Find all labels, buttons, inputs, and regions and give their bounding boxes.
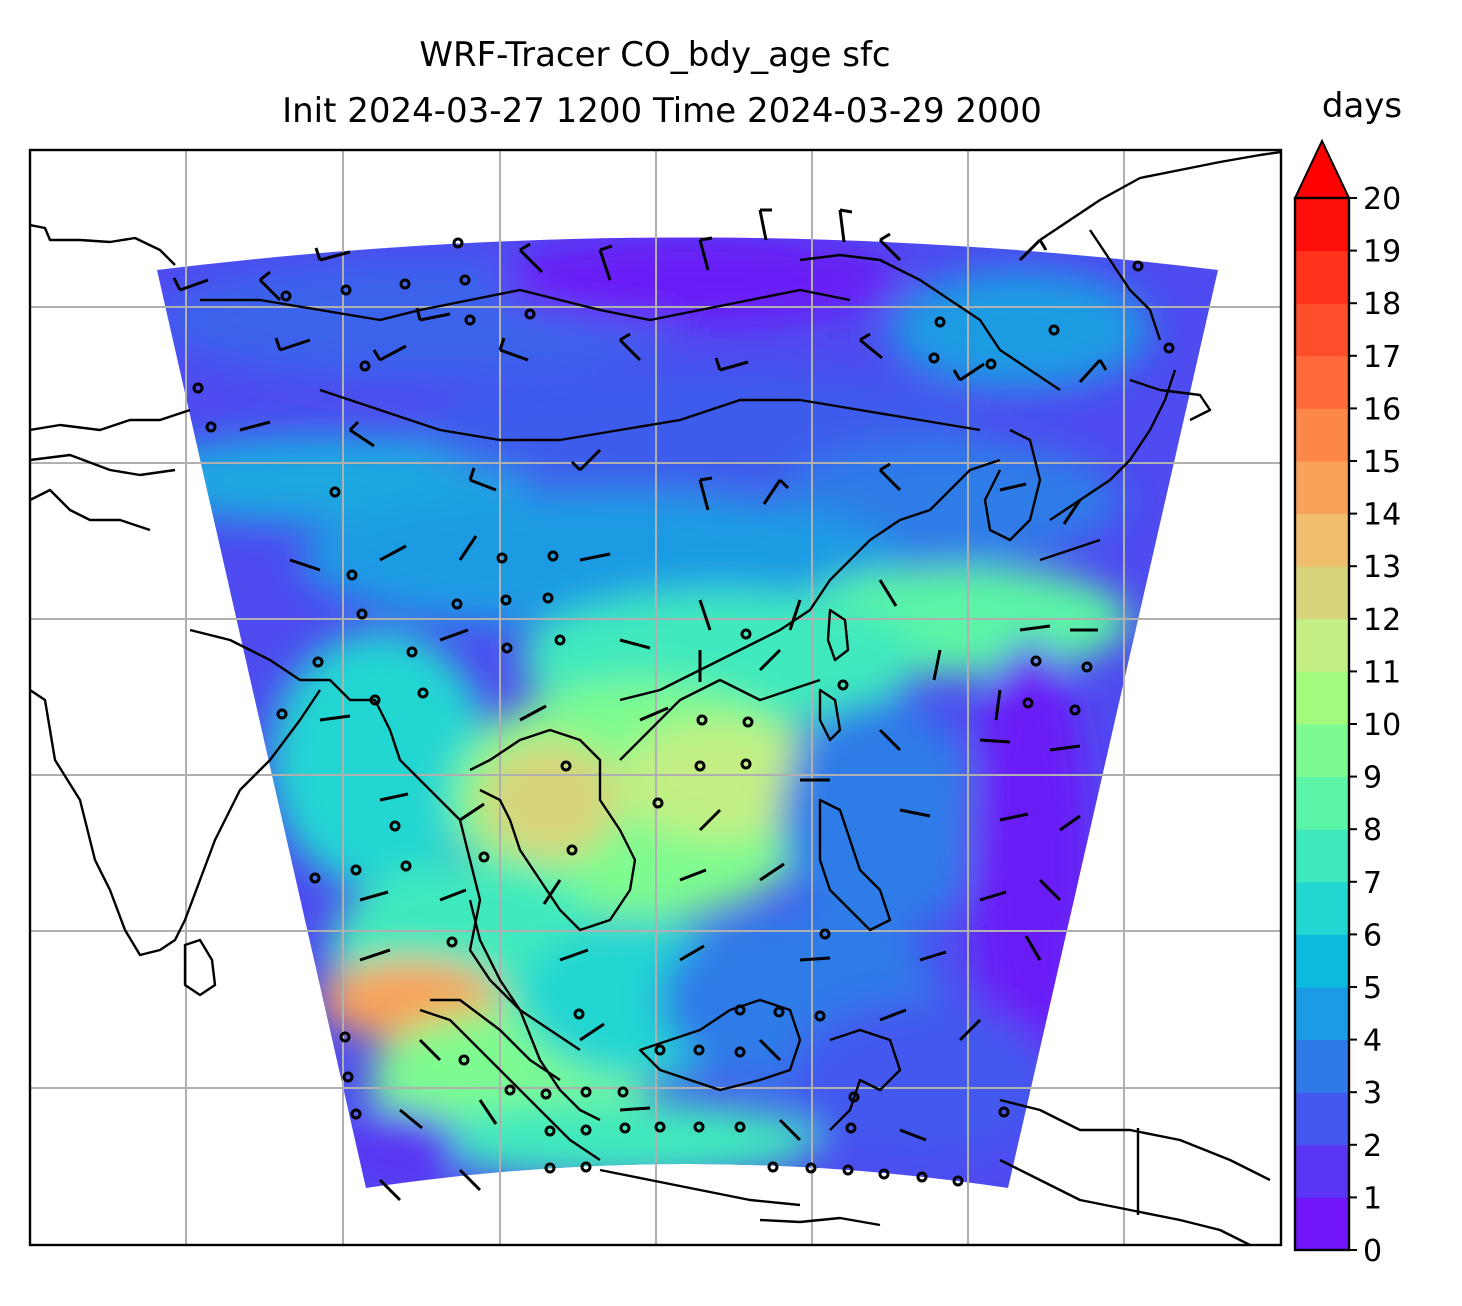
colorbar-tick-label: 2 bbox=[1363, 1129, 1382, 1164]
colorbar-tick-label: 12 bbox=[1363, 603, 1401, 638]
plot-title-line1: WRF-Tracer CO_bdy_age sfc bbox=[419, 35, 890, 75]
colorbar-tick-label: 11 bbox=[1363, 655, 1401, 690]
colorbar-tick-label: 20 bbox=[1363, 182, 1401, 217]
colorbar-segment bbox=[1295, 829, 1349, 883]
colorbar-tick-label: 3 bbox=[1363, 1076, 1382, 1111]
calm-wind-markers bbox=[192, 237, 1175, 1187]
coastlines bbox=[30, 150, 1281, 1245]
colorbar-segment bbox=[1295, 1144, 1349, 1198]
colorbar-segment bbox=[1295, 776, 1349, 830]
gridlines bbox=[30, 150, 1281, 1245]
colorbar-segment bbox=[1295, 881, 1349, 935]
colorbar-segment bbox=[1295, 198, 1349, 252]
colorbar-tick-label: 17 bbox=[1363, 340, 1401, 375]
colorbar-segment bbox=[1295, 1039, 1349, 1093]
colorbar-tick-label: 16 bbox=[1363, 392, 1401, 427]
map-area bbox=[30, 150, 1281, 1245]
colorbar-tick-label: 4 bbox=[1363, 1024, 1382, 1059]
map-frame bbox=[28, 148, 1283, 1247]
colorbar-tick-label: 6 bbox=[1363, 918, 1382, 953]
colorbar-segment bbox=[1295, 1197, 1349, 1251]
colorbar-tick-label: 8 bbox=[1363, 813, 1382, 848]
colorbar-tick-label: 15 bbox=[1363, 445, 1401, 480]
colorbar-segment bbox=[1295, 355, 1349, 409]
colorbar-segment bbox=[1295, 724, 1349, 778]
colorbar-tick-label: 9 bbox=[1363, 761, 1382, 796]
colorbar-segment bbox=[1295, 671, 1349, 725]
colorbar-tick-label: 10 bbox=[1363, 708, 1401, 743]
wind-barbs bbox=[172, 208, 1108, 1202]
colorbar-tick-label: 14 bbox=[1363, 498, 1401, 533]
colorbar-segment bbox=[1295, 1092, 1349, 1146]
colorbar-label: days bbox=[1322, 86, 1402, 126]
colorbar-segment bbox=[1295, 987, 1349, 1041]
colorbar-tick-label: 0 bbox=[1363, 1234, 1382, 1269]
colorbar-tick-label: 13 bbox=[1363, 550, 1401, 585]
colorbar-segment bbox=[1295, 461, 1349, 515]
colorbar-segment bbox=[1295, 618, 1349, 672]
colorbar-tick-label: 1 bbox=[1363, 1181, 1382, 1216]
tracer-field bbox=[157, 237, 1218, 1188]
colorbar-extend-arrow bbox=[1293, 138, 1351, 199]
colorbar-segment bbox=[1295, 250, 1349, 304]
plot-title-line2: Init 2024-03-27 1200 Time 2024-03-29 200… bbox=[282, 91, 1042, 131]
colorbar-tick-label: 19 bbox=[1363, 235, 1401, 270]
colorbar-segment bbox=[1295, 513, 1349, 567]
colorbar-segments bbox=[1295, 198, 1349, 1251]
colorbar-segment bbox=[1295, 408, 1349, 462]
colorbar-tick-label: 7 bbox=[1363, 866, 1382, 901]
colorbar-segment bbox=[1295, 566, 1349, 620]
colorbar-tick-label: 18 bbox=[1363, 287, 1401, 322]
colorbar-segment bbox=[1295, 303, 1349, 357]
colorbar-segment bbox=[1295, 934, 1349, 988]
colorbar-tick-label: 5 bbox=[1363, 971, 1382, 1006]
